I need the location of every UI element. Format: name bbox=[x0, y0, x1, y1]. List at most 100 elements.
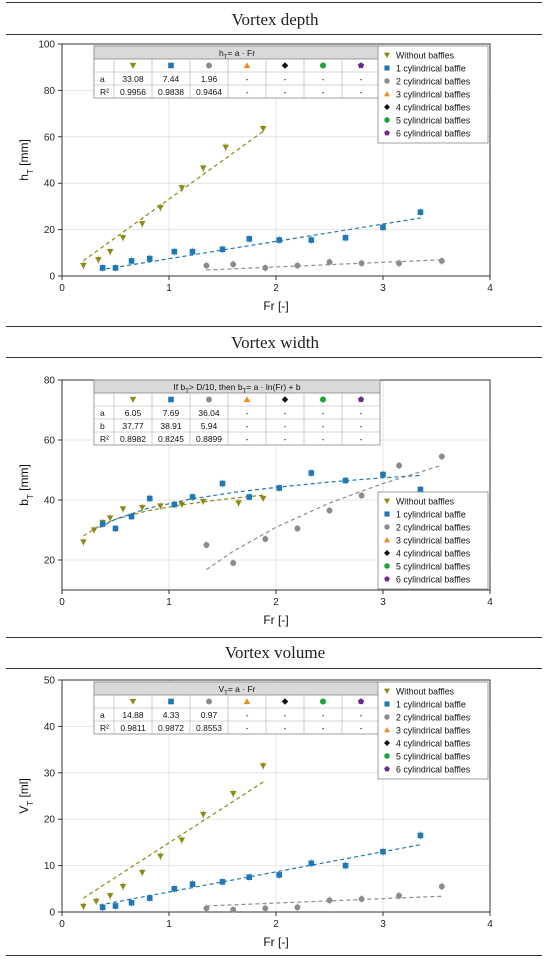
legend-label: 5 cylindrical baffles bbox=[396, 562, 471, 572]
data-point bbox=[342, 862, 349, 869]
data-point bbox=[230, 906, 237, 913]
table-marker bbox=[320, 62, 326, 69]
x-tick-label: 1 bbox=[166, 597, 172, 608]
data-point bbox=[146, 495, 153, 502]
legend-label: 6 cylindrical baffles bbox=[396, 765, 471, 775]
table-cell: - bbox=[322, 710, 325, 720]
data-point bbox=[229, 791, 237, 797]
table-row-label: b bbox=[100, 421, 105, 431]
legend-label: 5 cylindrical baffles bbox=[396, 116, 471, 126]
data-point bbox=[235, 500, 242, 507]
x-tick-label: 4 bbox=[487, 597, 493, 608]
legend-marker bbox=[384, 740, 390, 746]
legend-marker bbox=[384, 511, 390, 517]
y-axis-label: VT [ml] bbox=[17, 778, 35, 814]
y-tick-label: 50 bbox=[44, 676, 56, 687]
x-tick-label: 0 bbox=[59, 597, 65, 608]
data-point bbox=[276, 485, 283, 491]
fit-line-1 bbox=[99, 217, 421, 271]
table-cell: - bbox=[360, 408, 363, 418]
legend-marker bbox=[384, 130, 390, 136]
table-marker bbox=[168, 698, 174, 705]
data-point bbox=[119, 235, 127, 242]
data-point bbox=[396, 462, 403, 469]
table-cell: 0.9464 bbox=[196, 87, 222, 97]
data-point bbox=[396, 260, 403, 267]
table-cell: - bbox=[322, 87, 325, 97]
x-tick-label: 1 bbox=[166, 283, 172, 294]
table-marker bbox=[281, 698, 289, 705]
data-point bbox=[203, 542, 210, 548]
table-row-label: R² bbox=[100, 87, 109, 97]
x-tick-label: 3 bbox=[380, 919, 386, 930]
legend-label: 4 cylindrical baffles bbox=[396, 549, 471, 559]
x-tick-label: 0 bbox=[59, 283, 65, 294]
data-point bbox=[396, 892, 403, 899]
data-point bbox=[119, 506, 127, 513]
data-point bbox=[438, 257, 445, 264]
table-row-label: R² bbox=[100, 434, 109, 444]
table-marker bbox=[129, 698, 137, 705]
table-cell: 0.9872 bbox=[158, 723, 184, 733]
data-point bbox=[417, 486, 424, 493]
table-marker bbox=[243, 62, 251, 69]
data-point bbox=[138, 221, 146, 228]
legend-label: 1 cylindrical baffle bbox=[396, 510, 466, 520]
legend-marker bbox=[384, 52, 390, 58]
table-marker bbox=[320, 396, 326, 403]
table-cell: 1.96 bbox=[201, 74, 218, 84]
data-point bbox=[326, 507, 333, 514]
legend-marker bbox=[384, 104, 390, 110]
x-axis-label: Fr [-] bbox=[263, 299, 288, 313]
table-marker bbox=[281, 396, 289, 403]
x-tick-label: 2 bbox=[273, 283, 279, 294]
bottom-rule bbox=[6, 955, 542, 956]
data-point bbox=[199, 165, 207, 172]
legend-box bbox=[377, 681, 489, 780]
data-point bbox=[189, 881, 196, 887]
table-cell: 36.04 bbox=[198, 408, 220, 418]
data-point bbox=[99, 904, 106, 911]
table-formula: VT = a · Fr bbox=[218, 684, 255, 697]
table-cell: - bbox=[246, 710, 249, 720]
y-axis-label: hT [mm] bbox=[17, 139, 35, 181]
top-rule bbox=[6, 326, 542, 327]
x-axis-label: Fr [-] bbox=[263, 935, 288, 949]
x-axis-label: Fr [-] bbox=[263, 613, 288, 627]
data-point bbox=[380, 471, 386, 478]
table-cell: - bbox=[284, 87, 287, 97]
table-row-label: R² bbox=[100, 723, 109, 733]
legend-label: 3 cylindrical baffles bbox=[396, 536, 471, 546]
data-point bbox=[112, 525, 119, 532]
data-point bbox=[326, 897, 333, 904]
table-cell: - bbox=[360, 434, 363, 444]
data-point bbox=[99, 521, 106, 527]
y-tick-label: 60 bbox=[44, 132, 56, 143]
y-tick-label: 40 bbox=[44, 496, 56, 507]
table-marker bbox=[168, 396, 174, 403]
data-point bbox=[358, 896, 365, 902]
table-cell: - bbox=[360, 710, 363, 720]
table-cell: - bbox=[246, 408, 249, 418]
table-cell: - bbox=[360, 723, 363, 733]
table-marker bbox=[206, 698, 212, 705]
data-point bbox=[246, 494, 253, 500]
table-marker bbox=[357, 62, 365, 69]
table-cell: 0.8899 bbox=[196, 434, 222, 444]
table-formula: hT = a · Fr bbox=[219, 48, 255, 61]
fit-line-0 bbox=[83, 780, 266, 899]
x-tick-label: 2 bbox=[273, 919, 279, 930]
table-cell: - bbox=[246, 723, 249, 733]
data-point bbox=[112, 903, 119, 909]
y-tick-label: 60 bbox=[44, 436, 56, 447]
data-point bbox=[294, 904, 301, 911]
chart-title: Vortex volume bbox=[224, 643, 326, 662]
table-cell: - bbox=[284, 408, 287, 418]
y-axis-label-group: VT [ml] bbox=[17, 778, 35, 814]
table-marker bbox=[129, 62, 137, 69]
data-point bbox=[138, 504, 146, 511]
data-point bbox=[146, 255, 153, 262]
data-point bbox=[246, 236, 253, 242]
data-point bbox=[262, 905, 269, 912]
